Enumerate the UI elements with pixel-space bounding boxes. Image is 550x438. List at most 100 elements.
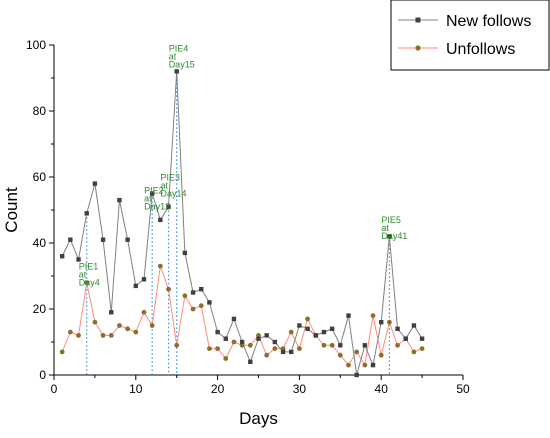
data-point-unfollows [370, 313, 376, 318]
data-point-new-follows [190, 290, 196, 295]
data-point-new-follows [125, 237, 130, 242]
data-point-unfollows [305, 316, 310, 322]
data-point-unfollows [223, 356, 229, 361]
data-point-unfollows [288, 329, 294, 335]
data-point-new-follows [379, 320, 384, 325]
data-point-new-follows [419, 336, 425, 341]
data-point-new-follows [68, 237, 73, 242]
data-point-unfollows [59, 349, 65, 355]
data-point-new-follows [272, 339, 278, 345]
data-point-unfollows [272, 346, 278, 351]
annotation-label: PIE1 at Day4 [79, 261, 100, 287]
y-tick-label: 80 [33, 104, 47, 118]
data-point-new-follows [84, 211, 89, 216]
data-point-new-follows [182, 250, 188, 256]
legend-marker-square [415, 17, 421, 23]
data-point-new-follows [329, 326, 335, 331]
legend-label: New follows [446, 13, 531, 30]
data-point-unfollows [182, 293, 188, 299]
data-point-new-follows [305, 326, 310, 331]
data-point-new-follows [100, 237, 106, 242]
data-point-new-follows [313, 333, 318, 338]
data-point-new-follows [321, 329, 327, 335]
data-point-new-follows [411, 323, 417, 328]
data-point-new-follows [354, 372, 359, 378]
data-point-new-follows [403, 336, 408, 341]
data-point-unfollows [329, 342, 335, 348]
data-point-new-follows [256, 336, 261, 341]
data-point-new-follows [158, 217, 163, 223]
data-point-unfollows [419, 346, 425, 351]
data-point-unfollows [117, 323, 122, 328]
y-tick-label: 100 [26, 38, 46, 52]
y-axis-title: Count [2, 187, 21, 233]
data-point-new-follows [174, 69, 179, 74]
data-point-unfollows [386, 319, 392, 325]
data-point-new-follows [109, 310, 114, 315]
data-point-unfollows [395, 342, 400, 348]
data-point-unfollows [411, 349, 417, 355]
data-point-unfollows [378, 352, 384, 358]
annotation-label-line: at [161, 180, 169, 190]
data-point-unfollows [362, 362, 368, 368]
data-point-new-follows [362, 343, 368, 348]
annotation-label-line: PIE4 [169, 44, 189, 54]
data-point-new-follows [370, 362, 376, 368]
data-point-new-follows [133, 283, 138, 289]
annotation-label-line: Day12 [144, 202, 170, 212]
data-point-unfollows [166, 286, 171, 292]
annotation-label-line: PIE2 [144, 186, 164, 196]
data-point-new-follows [387, 234, 392, 239]
data-point-new-follows [395, 326, 400, 331]
y-tick-label: 40 [33, 236, 47, 250]
data-point-unfollows [149, 323, 155, 328]
data-point-new-follows [289, 349, 294, 355]
data-point-unfollows [92, 319, 98, 325]
data-point-unfollows [190, 306, 196, 312]
data-point-unfollows [141, 309, 147, 315]
data-point-unfollows [67, 329, 73, 335]
data-point-new-follows [231, 316, 237, 322]
data-point-unfollows [354, 349, 360, 355]
data-point-unfollows [76, 333, 81, 338]
axes: 0 10 20 30 40 50 0 20 40 60 80 100 [26, 38, 470, 396]
x-tick-label: 0 [51, 382, 58, 396]
annotation-label-line: Day14 [161, 188, 187, 198]
annotation-label: PIE2 at Day12 [144, 186, 170, 212]
x-tick-label: 50 [456, 382, 470, 396]
legend-label: Unfollows [446, 41, 515, 58]
annotation-label-line: Day4 [79, 277, 100, 287]
data-point-unfollows [157, 263, 163, 269]
data-point-unfollows [297, 346, 302, 351]
data-point-new-follows [248, 359, 253, 364]
y-tick-label: 60 [33, 170, 47, 184]
annotation-label-line: at [169, 52, 177, 62]
x-tick-label: 30 [293, 382, 307, 396]
data-point-unfollows [337, 352, 343, 358]
annotation-label-line: PIE3 [161, 172, 181, 182]
data-point-new-follows [338, 343, 343, 348]
data-point-new-follows [239, 339, 245, 345]
data-point-unfollows [321, 342, 327, 348]
data-point-unfollows [100, 333, 106, 338]
annotation-label-line: PIE5 [381, 215, 401, 225]
data-point-new-follows [117, 197, 122, 203]
data-point-unfollows [215, 346, 221, 351]
data-point-new-follows [166, 204, 171, 209]
legend: New follows Unfollows [390, 0, 550, 71]
annotation-label-line: at [381, 223, 389, 233]
data-point-unfollows [231, 339, 237, 345]
annotation-label-line: at [79, 269, 87, 279]
annotation-label: PIE3 at Day14 [161, 172, 187, 198]
y-tick-label: 20 [33, 302, 47, 316]
data-point-new-follows [215, 329, 220, 335]
data-point-new-follows [297, 323, 302, 328]
data-point-unfollows [346, 362, 351, 368]
data-point-unfollows [125, 326, 131, 332]
plot-frame [53, 45, 463, 376]
legend-box [390, 0, 550, 71]
x-tick-label: 10 [129, 382, 143, 396]
